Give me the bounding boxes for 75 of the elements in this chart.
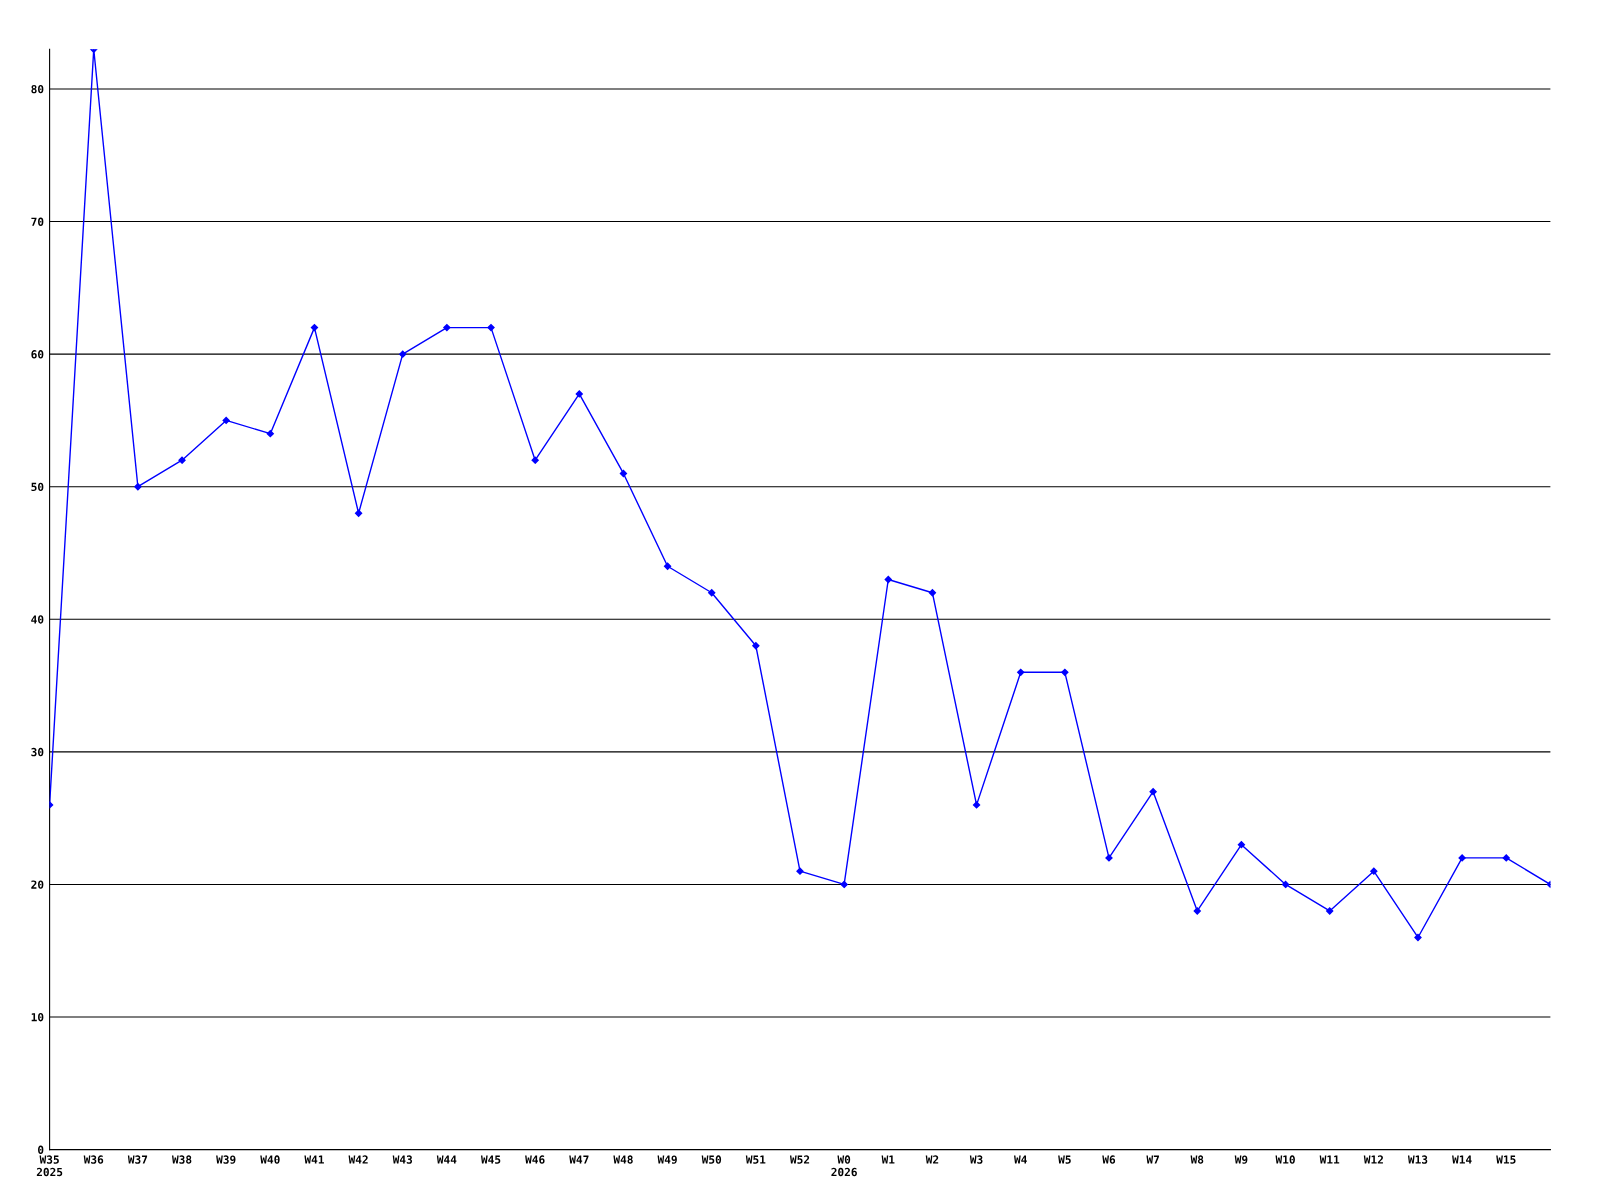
x-tick-label: W45 [480,1155,501,1164]
x-tick-label: W37 [127,1155,148,1164]
point [928,589,937,597]
x-tick-label: W13 [1407,1155,1428,1164]
point [531,456,539,464]
x-tick-label: W51 [745,1155,766,1164]
point [663,562,672,570]
y-tick-label: 40 [31,615,44,624]
x-tick-label: W50 [701,1155,722,1164]
point [222,416,230,425]
point [1149,787,1157,796]
point [134,483,142,491]
point [443,323,451,332]
x-tick-label: W2 [925,1155,939,1164]
y-tick-label: 80 [31,84,44,94]
point [1370,867,1378,875]
x-tick-label: W11 [1319,1155,1340,1164]
point [972,801,981,809]
point [1326,907,1334,915]
point [1193,907,1201,915]
y-tick-label: 10 [31,1013,44,1022]
point [1105,854,1113,862]
x-tick-label: W12 [1363,1155,1383,1164]
point [884,575,892,584]
y-tick-label: 70 [31,217,44,226]
point [796,867,804,875]
x-tick-label: W8 [1190,1155,1204,1164]
point [1281,880,1290,889]
x-tick-label: W4 [1014,1155,1027,1164]
point [752,642,760,650]
x-tick-label: W10 [1275,1155,1295,1164]
point [1458,854,1466,862]
point [1017,668,1025,676]
point [1502,854,1510,862]
y-tick-label: 20 [31,880,44,889]
x-tick-label: W3 [969,1155,983,1164]
x-tick-label: W49 [657,1155,677,1164]
point [178,456,186,464]
point [840,880,848,889]
x-tick-label: W52 [789,1155,810,1164]
x-tick-label: W14 [1452,1155,1472,1164]
x-tick-label: W9 [1234,1155,1248,1164]
x-tick-label: W41 [304,1155,324,1164]
x-tick-label: W39 [216,1155,236,1164]
point [575,390,583,398]
x-tick-label: W38 [171,1155,192,1164]
point [1414,933,1422,942]
point [619,469,628,478]
y-tick-label: 0 [38,1145,44,1154]
x-tick-label: W48 [613,1155,633,1164]
y-tick-label: 60 [31,350,44,359]
point [1061,668,1069,676]
point [399,350,407,358]
x-tick-label: W7 [1146,1155,1159,1164]
x-tick-label: W35 2025 [36,1155,63,1177]
x-tick-label: W43 [392,1155,413,1164]
x-tick-label: W1 [881,1155,895,1164]
point [1237,841,1246,849]
y-tick-label: 30 [31,747,44,757]
x-tick-label: W6 [1102,1155,1116,1164]
x-tick-label: W40 [260,1155,280,1164]
point [487,323,495,332]
x-tick-label: W0 2026 [831,1155,857,1177]
point [708,589,716,597]
x-tick-label: W46 [525,1155,545,1164]
x-tick-label: W5 [1058,1155,1071,1164]
point [310,323,319,332]
x-tick-label: W36 [83,1155,104,1164]
point [354,509,363,517]
x-tick-label: W42 [348,1155,368,1164]
x-tick-label: W15 [1496,1155,1516,1164]
x-tick-label: W44 [436,1155,457,1164]
x-tick-label: W47 [569,1155,589,1164]
point [266,430,274,438]
y-tick-label: 50 [31,482,44,492]
